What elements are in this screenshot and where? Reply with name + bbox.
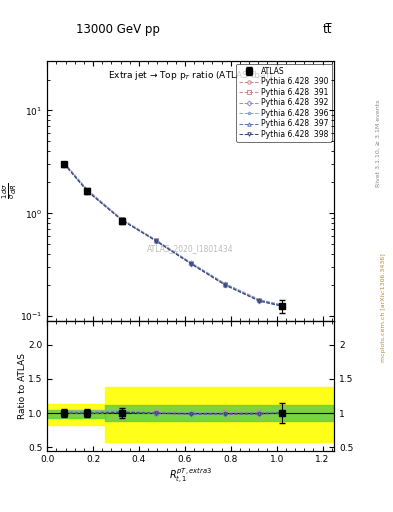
Text: Extra jet → Top p$_T$ ratio (ATLAS t̅bar): Extra jet → Top p$_T$ ratio (ATLAS t̅bar…	[108, 69, 274, 82]
Line: Pythia 6.428  390: Pythia 6.428 390	[62, 162, 284, 307]
Pythia 6.428  397	[223, 282, 228, 288]
Legend: ATLAS, Pythia 6.428  390, Pythia 6.428  391, Pythia 6.428  392, Pythia 6.428  39: ATLAS, Pythia 6.428 390, Pythia 6.428 39…	[236, 63, 332, 142]
Text: Rivet 3.1.10, ≥ 3.1M events: Rivet 3.1.10, ≥ 3.1M events	[376, 100, 380, 187]
Y-axis label: Ratio to ATLAS: Ratio to ATLAS	[18, 353, 27, 419]
Text: tt̅: tt̅	[323, 23, 332, 36]
Pythia 6.428  391	[257, 297, 262, 303]
Pythia 6.428  391	[62, 160, 67, 166]
Pythia 6.428  396	[154, 237, 158, 243]
Pythia 6.428  396	[188, 259, 193, 265]
Pythia 6.428  391	[154, 237, 158, 243]
Line: Pythia 6.428  396: Pythia 6.428 396	[62, 161, 284, 307]
Text: 13000 GeV pp: 13000 GeV pp	[76, 23, 160, 36]
Text: mcplots.cern.ch [arXiv:1306.3436]: mcplots.cern.ch [arXiv:1306.3436]	[381, 253, 386, 361]
Line: Pythia 6.428  398: Pythia 6.428 398	[62, 162, 284, 308]
Pythia 6.428  396	[223, 281, 228, 287]
Pythia 6.428  398	[62, 161, 67, 167]
Pythia 6.428  396	[85, 186, 90, 193]
Pythia 6.428  398	[280, 303, 285, 309]
Pythia 6.428  390	[188, 260, 193, 266]
Pythia 6.428  390	[85, 187, 90, 194]
Pythia 6.428  392	[119, 217, 124, 223]
Pythia 6.428  398	[154, 238, 158, 244]
Pythia 6.428  390	[257, 297, 262, 303]
Pythia 6.428  392	[223, 282, 228, 288]
Pythia 6.428  397	[280, 303, 285, 309]
Pythia 6.428  397	[119, 217, 124, 223]
Pythia 6.428  397	[62, 161, 67, 167]
Pythia 6.428  392	[154, 238, 158, 244]
Pythia 6.428  391	[188, 260, 193, 266]
Pythia 6.428  390	[119, 217, 124, 223]
Pythia 6.428  396	[280, 302, 285, 308]
Pythia 6.428  391	[119, 216, 124, 222]
Line: Pythia 6.428  391: Pythia 6.428 391	[62, 161, 284, 307]
Pythia 6.428  391	[223, 281, 228, 287]
Pythia 6.428  397	[85, 187, 90, 194]
Pythia 6.428  392	[188, 261, 193, 267]
Pythia 6.428  397	[257, 297, 262, 304]
Pythia 6.428  390	[280, 303, 285, 309]
Line: Pythia 6.428  392: Pythia 6.428 392	[62, 163, 284, 308]
X-axis label: $R_{t,1}^{pT,extra3}$: $R_{t,1}^{pT,extra3}$	[169, 467, 212, 486]
Pythia 6.428  396	[119, 216, 124, 222]
Pythia 6.428  397	[188, 260, 193, 266]
Pythia 6.428  392	[62, 161, 67, 167]
Y-axis label: $\frac{1}{\sigma}\frac{d\sigma}{dR}$: $\frac{1}{\sigma}\frac{d\sigma}{dR}$	[0, 183, 18, 200]
Pythia 6.428  392	[257, 298, 262, 304]
Pythia 6.428  397	[154, 238, 158, 244]
Pythia 6.428  390	[223, 281, 228, 287]
Pythia 6.428  398	[85, 188, 90, 195]
Pythia 6.428  392	[280, 304, 285, 310]
Pythia 6.428  390	[154, 238, 158, 244]
Pythia 6.428  396	[257, 296, 262, 303]
Pythia 6.428  391	[280, 302, 285, 308]
Pythia 6.428  390	[62, 160, 67, 166]
Pythia 6.428  398	[119, 217, 124, 223]
Pythia 6.428  391	[85, 187, 90, 193]
Pythia 6.428  392	[85, 188, 90, 195]
Text: ATLAS_2020_I1801434: ATLAS_2020_I1801434	[147, 244, 234, 253]
Pythia 6.428  398	[188, 261, 193, 267]
Pythia 6.428  398	[257, 298, 262, 304]
Line: Pythia 6.428  397: Pythia 6.428 397	[62, 162, 284, 308]
Pythia 6.428  396	[62, 160, 67, 166]
Pythia 6.428  398	[223, 282, 228, 288]
